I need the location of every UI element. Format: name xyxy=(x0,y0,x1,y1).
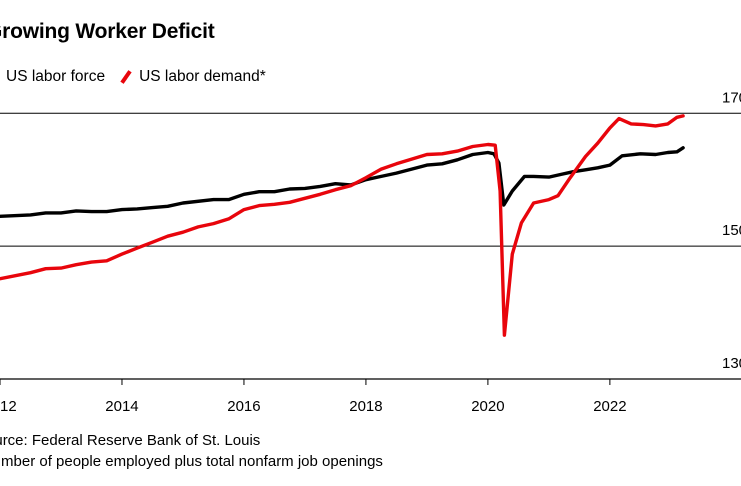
y-tick-label-130M: 130M xyxy=(722,355,741,372)
x-tick-label-2022: 2022 xyxy=(593,398,626,415)
y-tick-label-170: 170 xyxy=(722,89,741,106)
legend-item-labor-force: US labor force xyxy=(0,68,105,86)
series-line-labor-force xyxy=(0,146,685,218)
x-tick-label-2020: 2020 xyxy=(471,398,504,415)
footnote: *Number of people employed plus total no… xyxy=(0,453,383,470)
legend-label-labor-demand: US labor demand* xyxy=(139,68,266,85)
legend-label-labor-force: US labor force xyxy=(6,68,106,85)
x-tick-label-2016: 2016 xyxy=(227,398,260,415)
x-tick-label-2018: 2018 xyxy=(349,398,382,415)
series-line-labor-demand xyxy=(0,114,685,337)
x-tick-label-2012: 2012 xyxy=(0,398,17,415)
chart-notes: Source: Federal Reserve Bank of St. Loui… xyxy=(0,430,383,472)
legend-item-labor-demand: US labor demand* xyxy=(119,68,266,86)
source-note: Source: Federal Reserve Bank of St. Loui… xyxy=(0,432,261,449)
x-tick-label-2014: 2014 xyxy=(105,398,138,415)
legend: US labor force US labor demand* xyxy=(0,68,266,86)
y-tick-label-150: 150 xyxy=(722,222,741,239)
chart-title: Growing Worker Deficit xyxy=(0,20,215,43)
